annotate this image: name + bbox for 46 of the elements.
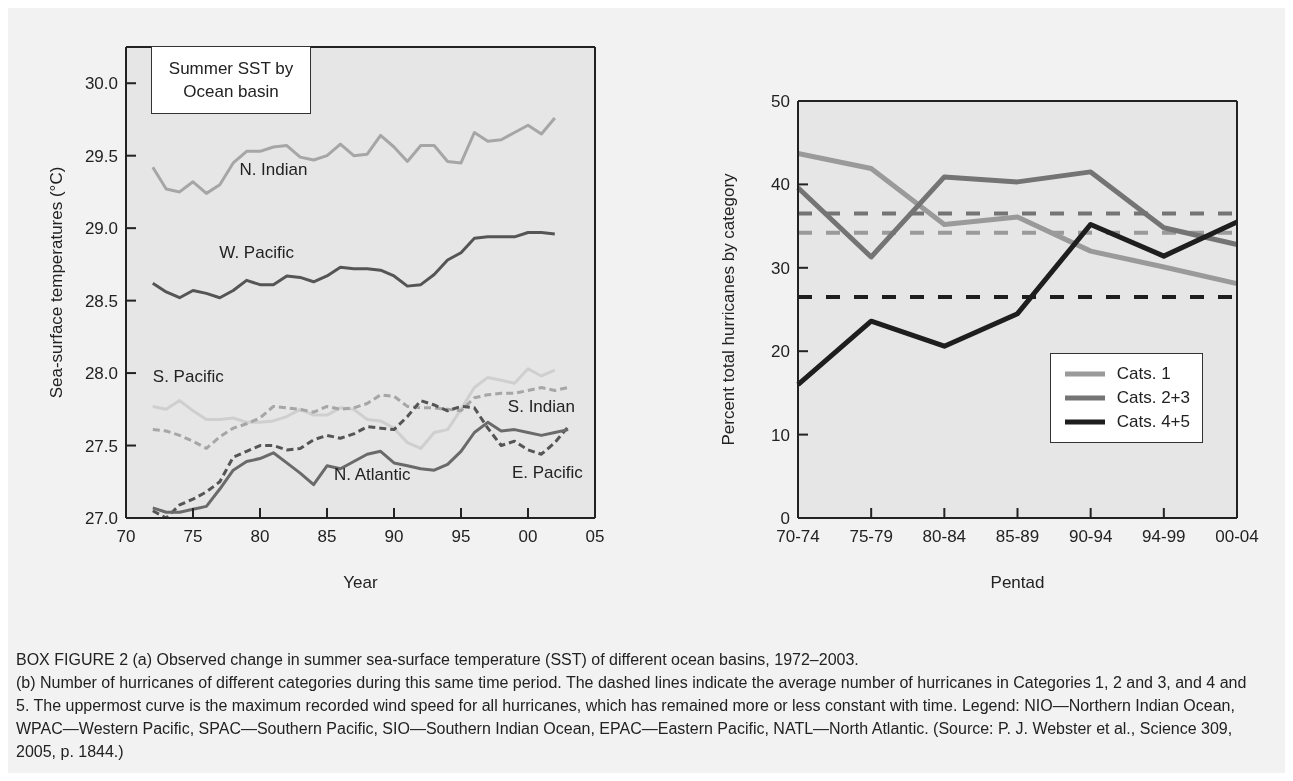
y-tick-label: 29.0 [84,219,118,239]
x-tick-label: 00 [518,527,538,547]
y-axis-title: Sea-surface temperatures (°C) [47,166,67,399]
x-tick-label: 90-94 [1068,527,1113,547]
series-label: S. Indian [507,396,575,416]
x-tick-label: 70-74 [776,527,820,547]
y-tick-label: 50 [771,92,790,112]
y-tick-label: 28.5 [84,291,118,311]
x-axis-title: Pentad [990,573,1045,592]
x-tick-label: 00-04 [1215,527,1259,547]
line-series [151,116,557,195]
y-tick-label: 28.0 [84,364,118,384]
series-label: N. Indian [239,160,308,179]
line-series [151,231,557,300]
y-tick-label: 30.0 [84,74,118,94]
x-tick-label: 85-89 [995,527,1040,547]
x-tick-label: 80 [250,527,270,547]
x-tick-label: 75-79 [849,527,893,547]
x-tick-label: 80-84 [922,527,967,547]
x-axis-title: Year [343,573,379,592]
series-label: N. Atlantic [333,465,411,485]
text: Summer SST by Ocean basin [151,46,311,114]
legend-label: Cats. 1 [1116,364,1171,384]
x-tick-label: 70 [116,527,136,547]
series-label: W. Pacific [219,243,295,263]
x-tick-label: 95 [451,527,471,547]
x-tick-label: 90 [384,527,404,547]
legend-label: Cats. 4+5 [1116,412,1190,432]
legend-label: Cats. 2+3 [1116,388,1190,408]
series-label: E. Pacific [511,463,584,483]
x-tick-label: 85 [317,527,337,547]
y-tick-label: 20 [771,342,790,362]
y-axis-title: Percent total hurricanes by category [719,172,739,446]
text: (b) Number of hurricanes of different categories during this same time period. The dashed lines indicate the average number of hurricanes in Categories 1, 2 and 3, and 4 and 5. The uppermost curve is the maximum recorded wind speed for all hurricanes, which has remained more or less constant with time. Legend: NIO—Northern Indian Ocean, WPAC—Western Pacific, SPAC—Southern Pacific, SIO—Southern Indian Ocean, EPAC—Eastern Pacific, NATL—North Atlantic. (Source: P. J. Webster et al., Science 309, 2005, p. 1844.) [16,673,1248,762]
y-tick-label: 10 [771,425,790,445]
text: BOX FIGURE 2 (a) Observed change in summer sea-surface temperature (SST) of different ocean basins, 1972–2003. [16,650,860,670]
y-tick-label: 40 [771,175,790,195]
x-tick-label: 75 [183,527,203,547]
series-label: S. Pacific [152,367,225,387]
y-tick-label: 27.5 [84,436,118,456]
y-tick-label: 0 [780,509,790,529]
x-tick-label: 05 [585,527,605,547]
y-tick-label: 29.5 [84,146,118,166]
y-tick-label: 30 [771,258,790,278]
x-tick-label: 94-99 [1142,527,1186,547]
y-tick-label: 27.0 [84,509,118,529]
